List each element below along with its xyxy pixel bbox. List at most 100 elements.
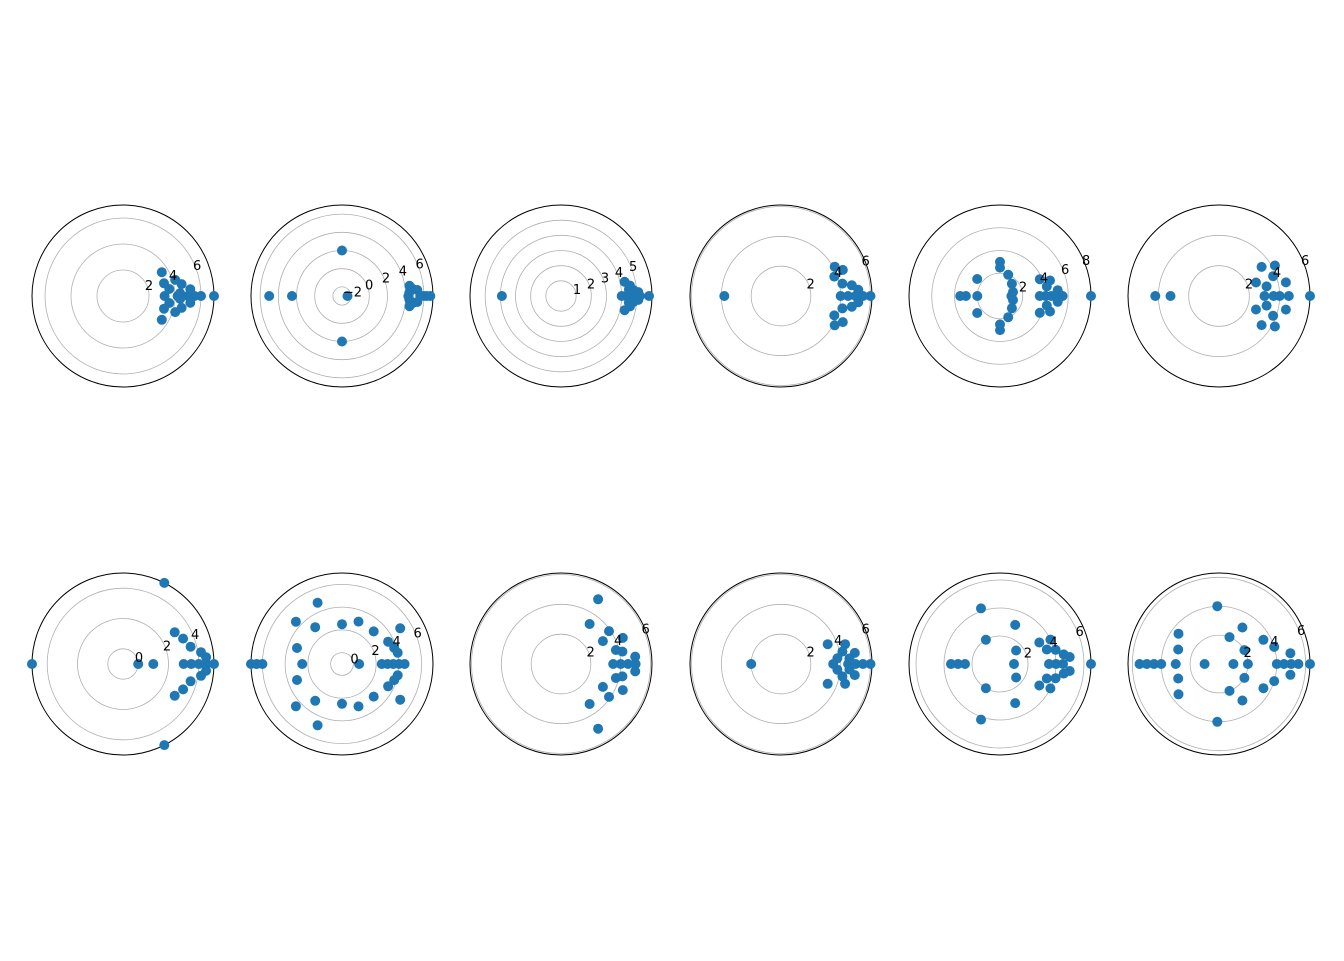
data-point <box>1269 321 1280 332</box>
data-point <box>844 653 855 664</box>
data-point <box>1141 659 1152 669</box>
data-point <box>412 297 423 307</box>
data-point <box>972 291 983 301</box>
radial-gridline <box>484 219 638 373</box>
data-point <box>865 659 876 669</box>
data-point <box>832 653 843 664</box>
data-point <box>159 278 169 289</box>
data-point <box>1011 645 1022 656</box>
data-point <box>617 646 628 657</box>
radial-gridline <box>77 618 169 710</box>
radial-tick-label: 4 <box>834 634 842 649</box>
radial-tick-label: 6 <box>1061 263 1069 278</box>
data-point <box>178 633 189 644</box>
data-point <box>625 301 635 312</box>
data-point <box>1242 659 1253 669</box>
polar-subplot-2: −2 0 2 4 6 <box>250 204 436 388</box>
data-point <box>264 291 275 301</box>
data-point <box>395 623 406 634</box>
data-point <box>392 670 403 681</box>
data-point <box>853 297 864 308</box>
data-point <box>1269 260 1280 271</box>
data-point <box>625 280 635 291</box>
data-point <box>1212 601 1223 612</box>
data-point <box>1008 287 1018 297</box>
data-point <box>1173 628 1184 639</box>
data-point <box>1052 285 1063 296</box>
radial-tick-label: 4 <box>1270 635 1278 650</box>
data-point <box>257 659 268 669</box>
data-point <box>310 622 321 633</box>
data-point <box>342 291 353 301</box>
data-point <box>584 699 595 709</box>
data-point <box>835 291 846 301</box>
data-point <box>858 659 868 669</box>
data-point <box>597 681 608 692</box>
data-point <box>843 291 854 301</box>
data-point <box>1251 304 1261 315</box>
data-point <box>1305 659 1315 669</box>
data-point <box>1173 644 1184 655</box>
data-point <box>1045 683 1056 694</box>
data-point <box>185 641 196 652</box>
data-point <box>1212 716 1223 727</box>
data-point <box>209 659 219 669</box>
radial-tick-label: 8 <box>1082 254 1090 269</box>
data-point <box>312 597 323 608</box>
data-point <box>837 278 848 289</box>
data-point <box>1156 659 1167 669</box>
radial-gridline <box>314 268 370 324</box>
radial-tick-label: 6 <box>862 255 870 270</box>
radial-gridline <box>1188 265 1250 327</box>
radial-tick-label: 4 <box>834 266 842 281</box>
radial-tick-label: 6 <box>413 627 421 642</box>
data-point <box>1010 619 1021 630</box>
data-point <box>178 659 189 669</box>
data-point <box>1259 291 1270 301</box>
data-point <box>837 303 848 314</box>
data-point <box>829 320 840 331</box>
data-point <box>1285 648 1296 659</box>
data-point <box>159 303 169 314</box>
data-point <box>1011 672 1022 683</box>
data-point <box>593 594 604 605</box>
data-point <box>584 619 595 629</box>
radial-gridline <box>471 574 651 754</box>
data-point <box>354 659 365 669</box>
data-point <box>597 636 608 647</box>
data-point <box>995 319 1005 330</box>
data-point <box>1251 277 1261 288</box>
data-point <box>185 284 196 295</box>
data-point <box>1041 673 1052 684</box>
data-point <box>972 308 983 318</box>
data-point <box>337 245 347 256</box>
data-point <box>1003 312 1014 323</box>
data-point <box>27 659 37 669</box>
radial-gridline <box>46 587 200 741</box>
data-point <box>1268 291 1279 301</box>
data-point <box>1280 304 1291 315</box>
data-point <box>822 639 833 650</box>
data-point <box>133 659 144 669</box>
radial-gridline <box>530 633 592 695</box>
radial-gridline <box>971 635 1029 693</box>
radial-tick-label: 2 <box>382 272 390 287</box>
data-point <box>617 671 628 682</box>
radial-tick-label: 0 <box>135 651 143 666</box>
data-point <box>176 302 187 313</box>
data-point <box>1224 632 1235 643</box>
data-point <box>1271 659 1282 669</box>
data-point <box>292 675 302 685</box>
data-point <box>1293 659 1304 669</box>
data-point <box>290 616 301 627</box>
radial-tick-label: 6 <box>862 623 870 638</box>
radial-tick-label: 3 <box>601 272 609 287</box>
polar-spine <box>469 572 653 756</box>
data-point <box>169 627 180 638</box>
data-point <box>1045 306 1055 317</box>
data-point <box>1051 659 1061 669</box>
polar-subplot-6: 2 4 6 <box>1127 204 1315 388</box>
data-point <box>1010 698 1021 709</box>
data-point <box>312 720 323 731</box>
